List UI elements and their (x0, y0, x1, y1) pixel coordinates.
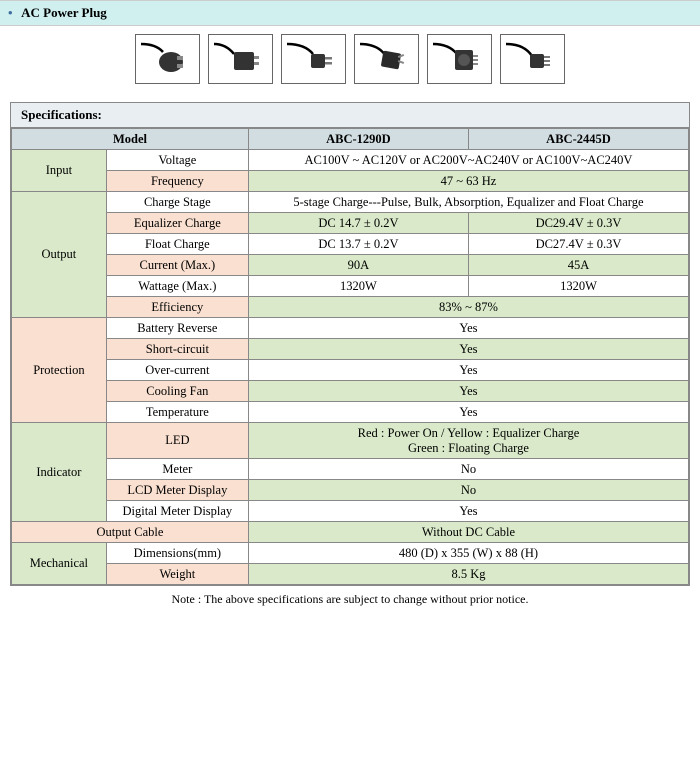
watt-v2: 1320W (468, 276, 688, 297)
float-label: Float Charge (106, 234, 248, 255)
plug-thumbnail (208, 34, 273, 84)
eff-label: Efficiency (106, 297, 248, 318)
fan-label: Cooling Fan (106, 381, 248, 402)
model-col1: ABC-1290D (248, 129, 468, 150)
spec-title: Specifications: (11, 103, 689, 128)
fan-value: Yes (248, 381, 688, 402)
table-row: Model ABC-1290D ABC-2445D (12, 129, 689, 150)
over-label: Over-current (106, 360, 248, 381)
input-label: Input (12, 150, 107, 192)
section-header: • AC Power Plug (0, 0, 700, 26)
temp-value: Yes (248, 402, 688, 423)
plug-thumbnail (135, 34, 200, 84)
plug-thumbnail (354, 34, 419, 84)
digital-label: Digital Meter Display (106, 501, 248, 522)
plug-image-row (0, 34, 700, 84)
table-row: Meter No (12, 459, 689, 480)
voltage-value: AC100V ~ AC120V or AC200V~AC240V or AC10… (248, 150, 688, 171)
spec-table: Model ABC-1290D ABC-2445D Input Voltage … (11, 128, 689, 585)
table-row: Mechanical Dimensions(mm) 480 (D) x 355 … (12, 543, 689, 564)
current-v1: 90A (248, 255, 468, 276)
table-row: Digital Meter Display Yes (12, 501, 689, 522)
table-row: Equalizer Charge DC 14.7 ± 0.2V DC29.4V … (12, 213, 689, 234)
indicator-label: Indicator (12, 423, 107, 522)
table-row: Protection Battery Reverse Yes (12, 318, 689, 339)
output-cable-value: Without DC Cable (248, 522, 688, 543)
current-v2: 45A (468, 255, 688, 276)
lcd-value: No (248, 480, 688, 501)
eq-label: Equalizer Charge (106, 213, 248, 234)
led-label: LED (106, 423, 248, 459)
batt-value: Yes (248, 318, 688, 339)
temp-label: Temperature (106, 402, 248, 423)
frequency-label: Frequency (106, 171, 248, 192)
dim-label: Dimensions(mm) (106, 543, 248, 564)
short-label: Short-circuit (106, 339, 248, 360)
float-v1: DC 13.7 ± 0.2V (248, 234, 468, 255)
table-row: Wattage (Max.) 1320W 1320W (12, 276, 689, 297)
dim-value: 480 (D) x 355 (W) x 88 (H) (248, 543, 688, 564)
plug-thumbnail (281, 34, 346, 84)
table-row: Current (Max.) 90A 45A (12, 255, 689, 276)
spec-table-wrapper: Specifications: Model ABC-1290D ABC-2445… (10, 102, 690, 586)
eff-value: 83% ~ 87% (248, 297, 688, 318)
led-line1: Red : Power On / Yellow : Equalizer Char… (358, 426, 580, 440)
table-row: Output Cable Without DC Cable (12, 522, 689, 543)
table-row: Weight 8.5 Kg (12, 564, 689, 585)
output-cable-label: Output Cable (12, 522, 249, 543)
output-label: Output (12, 192, 107, 318)
lcd-label: LCD Meter Display (106, 480, 248, 501)
weight-label: Weight (106, 564, 248, 585)
digital-value: Yes (248, 501, 688, 522)
table-row: Input Voltage AC100V ~ AC120V or AC200V~… (12, 150, 689, 171)
bullet-icon: • (8, 5, 13, 20)
over-value: Yes (248, 360, 688, 381)
watt-label: Wattage (Max.) (106, 276, 248, 297)
current-label: Current (Max.) (106, 255, 248, 276)
led-line2: Green : Floating Charge (408, 441, 529, 455)
table-row: Float Charge DC 13.7 ± 0.2V DC27.4V ± 0.… (12, 234, 689, 255)
plug-thumbnail (500, 34, 565, 84)
table-row: Frequency 47 ~ 63 Hz (12, 171, 689, 192)
charge-stage-label: Charge Stage (106, 192, 248, 213)
table-row: Efficiency 83% ~ 87% (12, 297, 689, 318)
section-title: AC Power Plug (21, 5, 107, 20)
table-row: Over-current Yes (12, 360, 689, 381)
led-value: Red : Power On / Yellow : Equalizer Char… (248, 423, 688, 459)
mechanical-label: Mechanical (12, 543, 107, 585)
float-v2: DC27.4V ± 0.3V (468, 234, 688, 255)
meter-label: Meter (106, 459, 248, 480)
watt-v1: 1320W (248, 276, 468, 297)
voltage-label: Voltage (106, 150, 248, 171)
charge-stage-value: 5-stage Charge---Pulse, Bulk, Absorption… (248, 192, 688, 213)
protection-label: Protection (12, 318, 107, 423)
eq-v2: DC29.4V ± 0.3V (468, 213, 688, 234)
model-header: Model (12, 129, 249, 150)
plug-thumbnail (427, 34, 492, 84)
footnote: Note : The above specifications are subj… (0, 592, 700, 607)
frequency-value: 47 ~ 63 Hz (248, 171, 688, 192)
short-value: Yes (248, 339, 688, 360)
meter-value: No (248, 459, 688, 480)
table-row: Temperature Yes (12, 402, 689, 423)
table-row: Short-circuit Yes (12, 339, 689, 360)
weight-value: 8.5 Kg (248, 564, 688, 585)
table-row: LCD Meter Display No (12, 480, 689, 501)
table-row: Cooling Fan Yes (12, 381, 689, 402)
eq-v1: DC 14.7 ± 0.2V (248, 213, 468, 234)
model-col2: ABC-2445D (468, 129, 688, 150)
table-row: Output Charge Stage 5-stage Charge---Pul… (12, 192, 689, 213)
batt-label: Battery Reverse (106, 318, 248, 339)
table-row: Indicator LED Red : Power On / Yellow : … (12, 423, 689, 459)
